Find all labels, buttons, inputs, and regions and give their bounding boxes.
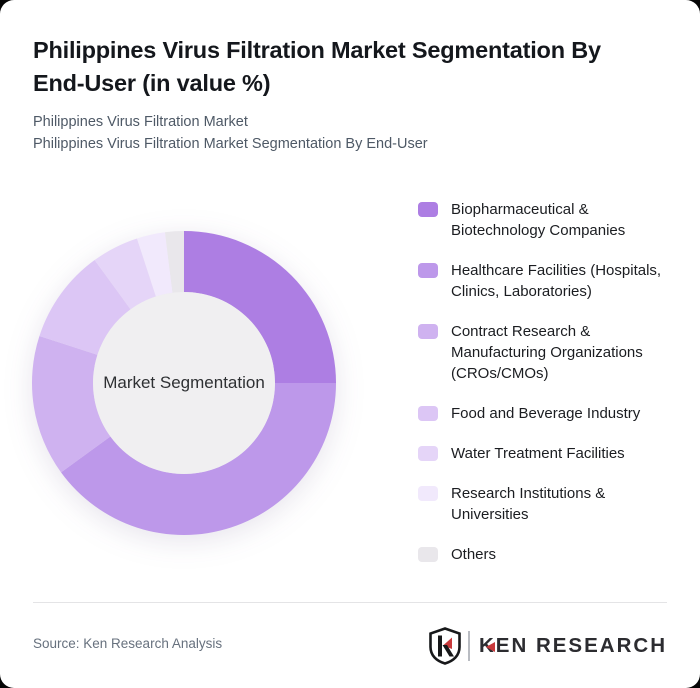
legend-item: Contract Research & Manufacturing Organi… xyxy=(418,321,670,384)
ken-research-shield-icon xyxy=(429,627,461,665)
chart-subtitle-line1: Philippines Virus Filtration Market xyxy=(33,114,248,130)
brand-rest: EN RESEARCH xyxy=(495,634,667,657)
page-title-line2: End-User (in value %) xyxy=(33,70,271,96)
donut-chart-svg xyxy=(31,231,336,536)
legend-swatch-icon xyxy=(418,547,438,562)
legend-item: Biopharmaceutical & Biotechnology Compan… xyxy=(418,199,670,241)
chart-legend: Biopharmaceutical & Biotechnology Compan… xyxy=(418,199,670,584)
legend-item-label: Contract Research & Manufacturing Organi… xyxy=(451,323,643,382)
ken-research-logo: KEN RESEARCH xyxy=(429,624,667,668)
legend-swatch-icon xyxy=(418,263,438,278)
legend-swatch-icon xyxy=(418,324,438,339)
legend-item-label: Healthcare Facilities (Hospitals, Clinic… xyxy=(451,262,662,300)
brand-red-triangle-icon xyxy=(485,642,495,652)
page-title: Philippines Virus Filtration Market Segm… xyxy=(33,34,673,100)
donut-center-circle xyxy=(93,292,275,474)
donut-segment xyxy=(39,260,131,355)
legend-item-label: Water Treatment Facilities xyxy=(451,445,625,462)
brand-wordmark: KEN RESEARCH xyxy=(479,634,667,658)
donut-segment xyxy=(184,231,336,383)
donut-segment xyxy=(94,238,156,310)
legend-swatch-icon xyxy=(418,486,438,501)
page-title-line1: Philippines Virus Filtration Market Segm… xyxy=(33,37,601,63)
donut-chart: Market Segmentation xyxy=(12,211,356,555)
source-note: Source: Ken Research Analysis xyxy=(33,636,223,651)
chart-subtitle-line2: Philippines Virus Filtration Market Segm… xyxy=(33,135,428,152)
donut-segment xyxy=(31,336,111,473)
legend-item: Water Treatment Facilities xyxy=(418,443,670,464)
legend-item-label: Others xyxy=(451,546,497,563)
donut-segment xyxy=(164,231,184,293)
legend-item: Others xyxy=(418,544,670,565)
legend-swatch-icon xyxy=(418,446,438,461)
chart-subtitle: Philippines Virus Filtration Market Phil… xyxy=(33,112,673,155)
logo-divider xyxy=(467,631,470,661)
legend-item: Research Institutions & Universities xyxy=(418,483,670,525)
legend-swatch-icon xyxy=(418,202,438,217)
legend-item-label: Biopharmaceutical & Biotechnology Compan… xyxy=(451,201,626,239)
donut-segment xyxy=(137,232,173,297)
footer-divider xyxy=(33,602,667,603)
donut-segment xyxy=(61,383,336,536)
legend-item-label: Food and Beverage Industry xyxy=(451,405,641,422)
legend-item: Food and Beverage Industry xyxy=(418,403,670,424)
legend-swatch-icon xyxy=(418,406,438,421)
legend-item: Healthcare Facilities (Hospitals, Clinic… xyxy=(418,260,670,302)
legend-item-label: Research Institutions & Universities xyxy=(451,485,606,523)
